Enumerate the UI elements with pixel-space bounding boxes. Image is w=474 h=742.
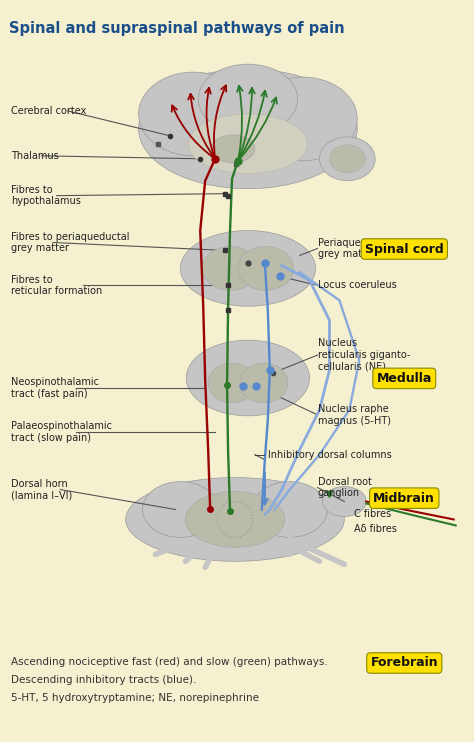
Text: Spinal and supraspinal pathways of pain: Spinal and supraspinal pathways of pain xyxy=(9,22,345,36)
Ellipse shape xyxy=(143,482,218,537)
Text: Midbrain: Midbrain xyxy=(374,492,435,505)
Ellipse shape xyxy=(240,363,288,403)
Text: Periaqueductal
grey matter: Periaqueductal grey matter xyxy=(318,237,391,259)
Ellipse shape xyxy=(252,482,328,537)
Text: Spinal cord: Spinal cord xyxy=(365,243,444,255)
Text: Aδ fibres: Aδ fibres xyxy=(354,525,397,534)
Text: Cerebral cortex: Cerebral cortex xyxy=(11,106,87,116)
Ellipse shape xyxy=(329,145,365,173)
Ellipse shape xyxy=(211,135,255,162)
Ellipse shape xyxy=(202,246,258,290)
Text: Forebrain: Forebrain xyxy=(371,657,438,669)
Ellipse shape xyxy=(186,340,310,416)
Text: Dorsal root
ganglion: Dorsal root ganglion xyxy=(318,477,372,499)
Text: ― Inhibitory dorsal columns: ― Inhibitory dorsal columns xyxy=(255,450,392,460)
Text: Nucleus raphe
magnus (5-HT): Nucleus raphe magnus (5-HT) xyxy=(318,404,391,426)
Text: Locus coeruleus: Locus coeruleus xyxy=(318,280,396,290)
Ellipse shape xyxy=(238,246,294,290)
Ellipse shape xyxy=(208,363,256,403)
Text: Ascending nociceptive fast (red) and slow (green) pathways.: Ascending nociceptive fast (red) and slo… xyxy=(11,657,328,667)
Ellipse shape xyxy=(185,491,285,548)
Text: Fibres to
hypothalamus: Fibres to hypothalamus xyxy=(11,185,81,206)
Text: Fibres to
reticular formation: Fibres to reticular formation xyxy=(11,275,102,296)
Ellipse shape xyxy=(138,69,357,188)
Ellipse shape xyxy=(138,72,248,156)
Ellipse shape xyxy=(188,114,308,174)
Text: Neospinothalamic
tract (fast pain): Neospinothalamic tract (fast pain) xyxy=(11,377,100,398)
Text: Descending inhibitory tracts (blue).: Descending inhibitory tracts (blue). xyxy=(11,675,197,685)
Ellipse shape xyxy=(180,231,316,306)
Ellipse shape xyxy=(126,478,345,561)
Ellipse shape xyxy=(248,77,357,161)
Ellipse shape xyxy=(319,137,375,181)
Text: Thalamus: Thalamus xyxy=(11,151,59,161)
Text: Fibres to periaqueductal
grey matter: Fibres to periaqueductal grey matter xyxy=(11,232,130,253)
Text: Dorsal horn
(lamina I–VI): Dorsal horn (lamina I–VI) xyxy=(11,479,73,500)
Text: 5-HT, 5 hydroxytryptamine; NE, norepinephrine: 5-HT, 5 hydroxytryptamine; NE, norepinep… xyxy=(11,693,259,703)
Ellipse shape xyxy=(198,64,298,134)
Text: Medulla: Medulla xyxy=(377,372,432,385)
Ellipse shape xyxy=(322,487,366,516)
Text: C fibres: C fibres xyxy=(354,510,392,519)
Text: Palaeospinothalamic
tract (slow pain): Palaeospinothalamic tract (slow pain) xyxy=(11,421,112,442)
Text: Nucleus
reticularis giganto-
cellularis (NE): Nucleus reticularis giganto- cellularis … xyxy=(318,338,410,372)
